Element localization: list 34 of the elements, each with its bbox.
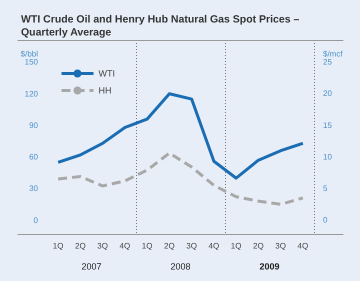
x-tick-label: 1Q <box>142 242 152 250</box>
y2-tick-label: 0 <box>323 216 328 225</box>
y2-tick-label: 15 <box>323 120 332 130</box>
y2-tick-label: 25 <box>323 58 332 67</box>
y-tick-label: 90 <box>29 120 39 130</box>
y-tick-label: 0 <box>34 216 39 225</box>
x-tick-label: 1Q <box>52 242 64 250</box>
x-tick-label: 4Q <box>298 242 308 250</box>
y2-tick-label: 5 <box>323 184 328 193</box>
y-tick-label: 30 <box>29 184 39 194</box>
x-tick-label: 3Q <box>275 242 286 250</box>
x-tick-label: 4Q <box>120 242 130 250</box>
chart-title: WTI Crude Oil and Henry Hub Natural Gas Spot Prices – Quarterly Average <box>21 14 302 38</box>
line-series <box>56 92 304 180</box>
text: 2007 <box>81 262 102 272</box>
y-tick-label: 60 <box>29 152 39 162</box>
x-tick-label: 4Q <box>208 242 220 250</box>
y2-axis-title: $/mcf <box>323 50 344 59</box>
text: 2009 <box>259 262 280 272</box>
x-tick-label: 2Q <box>75 242 86 250</box>
line-series <box>56 152 304 206</box>
text: 2008 <box>170 262 191 272</box>
x-tick-label: 2Q <box>253 242 264 250</box>
legend-label: HH <box>98 86 112 96</box>
y2-tick-label: 10 <box>323 152 332 162</box>
legend-label: WTI <box>98 68 115 78</box>
y-axis-title: $/bbl <box>20 50 38 59</box>
x-tick-label: 3Q <box>186 242 197 250</box>
y2-tick-label: 20 <box>323 89 332 98</box>
x-tick-label: 1Q <box>230 242 242 250</box>
y-tick-label: 150 <box>24 58 39 67</box>
x-tick-label: 2Q <box>164 242 175 250</box>
x-tick-label: 3Q <box>97 242 108 250</box>
y-tick-label: 120 <box>24 89 39 98</box>
